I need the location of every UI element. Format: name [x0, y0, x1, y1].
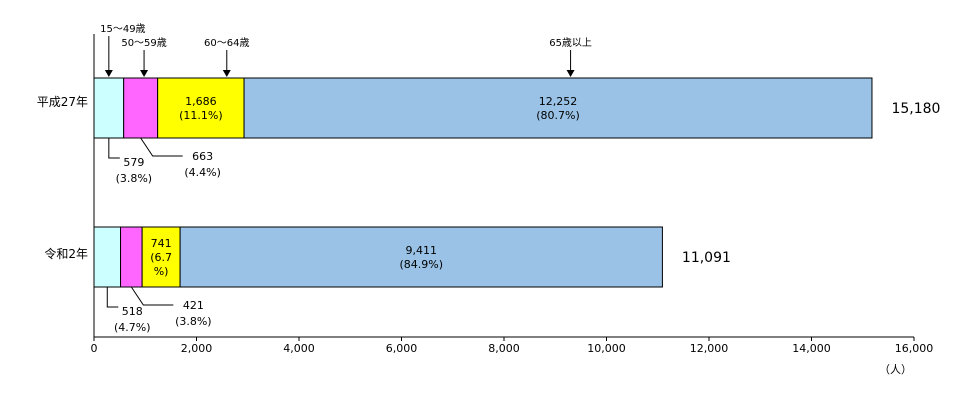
series-annotations: 15～49歳 50～59歳 60～64歳 65歳以上	[100, 23, 592, 77]
annotation-arrow-head	[104, 70, 113, 77]
segment-value-label-line: 741	[151, 237, 172, 250]
segment-value-label-line: (6.7	[150, 251, 172, 264]
segment-value-label-line: 1,686	[185, 95, 217, 108]
segment-value-label-line: %)	[154, 265, 169, 278]
chart-axes: 0 2,000 4,000 6,000 8,000 10,000 12,000 14,000 1…	[37, 34, 934, 355]
segment-callout-label: 421 (3.8%)	[175, 299, 212, 328]
segment-value-label: 12,252 (80.7%)	[536, 95, 580, 122]
x-tick-label: 8,000	[488, 342, 520, 355]
callout-leader-line	[106, 287, 119, 308]
bar-segment	[243, 77, 873, 139]
annotation-arrow-head	[222, 70, 231, 77]
x-tick-label: 16,000	[895, 342, 934, 355]
annotation-arrow-head	[566, 70, 575, 77]
bar-total-label: 11,091	[682, 250, 731, 266]
series-annotation-label: 15～49歳	[100, 23, 145, 35]
x-tick-label: 0	[91, 342, 98, 355]
segment-callout-label-line: 421	[183, 299, 204, 312]
segment-value-label: 741 (6.7%)	[150, 237, 172, 278]
callout-leader-line	[108, 138, 120, 159]
segment-callout-label-line: 579	[123, 156, 144, 169]
x-tick-label: 10,000	[587, 342, 626, 355]
category-label: 令和2年	[44, 246, 88, 261]
bar-segment	[123, 77, 159, 139]
bar-segment	[93, 226, 122, 288]
bar-total-label: 15,180	[891, 101, 940, 117]
data-labels: 579 (3.8%) 663 (4.4%) 1,686 (11.1%) 12,252 (80.…	[106, 95, 940, 334]
segment-value-label-line: (80.7%)	[536, 109, 580, 122]
segment-value-label-line: 9,411	[406, 244, 438, 257]
segment-callout-label-line: 518	[122, 305, 143, 318]
segment-value-label: 9,411 (84.9%)	[399, 244, 443, 271]
series-annotation-label: 50～59歳	[121, 37, 166, 49]
x-tick-label: 2,000	[181, 342, 213, 355]
segment-callout-label-line: (4.4%)	[184, 166, 221, 179]
x-tick-label: 4,000	[283, 342, 315, 355]
callout-leader-line	[140, 137, 183, 157]
segment-value-label-line: 12,252	[539, 95, 578, 108]
segment-callout-label-line: (3.8%)	[175, 315, 212, 328]
bar-segments	[93, 77, 873, 288]
segment-value-label: 1,686 (11.1%)	[179, 95, 223, 122]
segment-callout-label: 518 (4.7%)	[114, 305, 151, 334]
x-tick-label: 6,000	[386, 342, 418, 355]
series-annotation-label: 60～64歳	[204, 37, 249, 49]
bar-segment	[120, 226, 143, 288]
segment-callout-label-line: (4.7%)	[114, 321, 151, 334]
segment-callout-label-line: 663	[192, 150, 213, 163]
category-label: 平成27年	[37, 95, 88, 109]
x-tick-label: 12,000	[690, 342, 729, 355]
bar-segment	[157, 77, 245, 139]
x-axis-unit-label: （人）	[879, 363, 912, 376]
bar-segment	[179, 226, 663, 288]
bar-segment	[93, 77, 125, 139]
segment-value-label-line: (84.9%)	[399, 258, 443, 271]
segment-callout-label: 663 (4.4%)	[184, 150, 221, 179]
segment-callout-label: 579 (3.8%)	[116, 156, 153, 185]
callout-leader-line	[130, 286, 174, 306]
x-tick-label: 14,000	[792, 342, 831, 355]
series-annotation-label: 65歳以上	[549, 37, 592, 49]
segment-callout-label-line: (3.8%)	[116, 172, 153, 185]
segment-value-label-line: (11.1%)	[179, 109, 223, 122]
annotation-arrow-head	[140, 70, 149, 77]
